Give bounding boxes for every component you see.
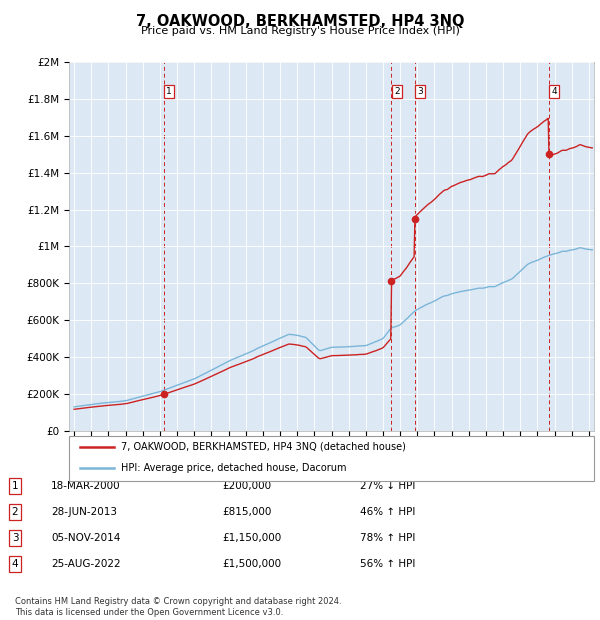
Text: Price paid vs. HM Land Registry's House Price Index (HPI): Price paid vs. HM Land Registry's House … [140,26,460,36]
Text: 25-AUG-2022: 25-AUG-2022 [51,559,121,569]
Text: HPI: Average price, detached house, Dacorum: HPI: Average price, detached house, Daco… [121,463,347,473]
Text: 4: 4 [551,87,557,96]
Text: 05-NOV-2014: 05-NOV-2014 [51,533,121,543]
Text: 46% ↑ HPI: 46% ↑ HPI [360,507,415,517]
Text: 2: 2 [394,87,400,96]
Text: 2: 2 [11,507,19,517]
Text: 1: 1 [11,481,19,491]
Text: 18-MAR-2000: 18-MAR-2000 [51,481,121,491]
Text: £815,000: £815,000 [222,507,271,517]
Text: £1,500,000: £1,500,000 [222,559,281,569]
Text: 7, OAKWOOD, BERKHAMSTED, HP4 3NQ (detached house): 7, OAKWOOD, BERKHAMSTED, HP4 3NQ (detach… [121,441,406,452]
Text: 78% ↑ HPI: 78% ↑ HPI [360,533,415,543]
Text: 4: 4 [11,559,19,569]
Text: 3: 3 [11,533,19,543]
Text: 56% ↑ HPI: 56% ↑ HPI [360,559,415,569]
Text: 3: 3 [417,87,423,96]
Text: £1,150,000: £1,150,000 [222,533,281,543]
Text: £200,000: £200,000 [222,481,271,491]
Text: 27% ↓ HPI: 27% ↓ HPI [360,481,415,491]
Text: 7, OAKWOOD, BERKHAMSTED, HP4 3NQ: 7, OAKWOOD, BERKHAMSTED, HP4 3NQ [136,14,464,29]
Text: Contains HM Land Registry data © Crown copyright and database right 2024.
This d: Contains HM Land Registry data © Crown c… [15,598,341,617]
Text: 28-JUN-2013: 28-JUN-2013 [51,507,117,517]
Text: 1: 1 [166,87,172,96]
